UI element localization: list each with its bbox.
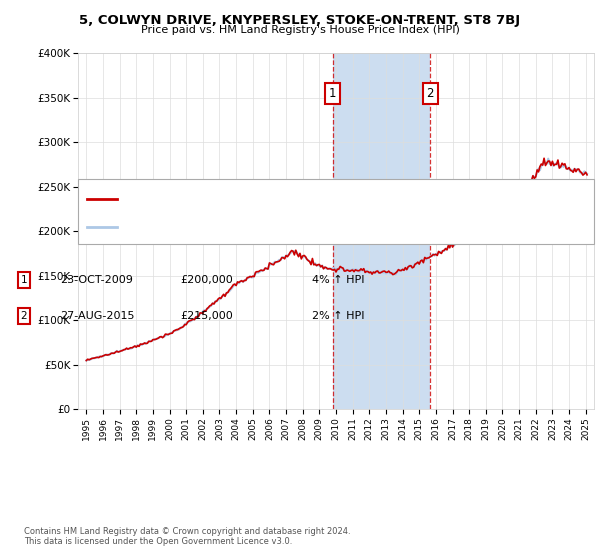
Text: 23-OCT-2009: 23-OCT-2009 bbox=[60, 275, 133, 285]
Text: Price paid vs. HM Land Registry's House Price Index (HPI): Price paid vs. HM Land Registry's House … bbox=[140, 25, 460, 35]
Text: 2: 2 bbox=[426, 87, 434, 100]
Text: 2: 2 bbox=[20, 311, 28, 321]
Text: HPI: Average price, detached house, Staffordshire Moorlands: HPI: Average price, detached house, Staf… bbox=[123, 222, 420, 232]
Text: £215,000: £215,000 bbox=[180, 311, 233, 321]
Text: Contains HM Land Registry data © Crown copyright and database right 2024.
This d: Contains HM Land Registry data © Crown c… bbox=[24, 526, 350, 546]
Text: 4% ↑ HPI: 4% ↑ HPI bbox=[312, 275, 365, 285]
Bar bbox=[332, 53, 430, 409]
Text: 1: 1 bbox=[20, 275, 28, 285]
Text: 5, COLWYN DRIVE, KNYPERSLEY, STOKE-ON-TRENT, ST8 7BJ (detached house): 5, COLWYN DRIVE, KNYPERSLEY, STOKE-ON-TR… bbox=[123, 194, 503, 204]
Text: £200,000: £200,000 bbox=[180, 275, 233, 285]
Text: 27-AUG-2015: 27-AUG-2015 bbox=[60, 311, 134, 321]
Text: 5, COLWYN DRIVE, KNYPERSLEY, STOKE-ON-TRENT, ST8 7BJ: 5, COLWYN DRIVE, KNYPERSLEY, STOKE-ON-TR… bbox=[79, 14, 521, 27]
Text: 1: 1 bbox=[329, 87, 337, 100]
Text: 2% ↑ HPI: 2% ↑ HPI bbox=[312, 311, 365, 321]
